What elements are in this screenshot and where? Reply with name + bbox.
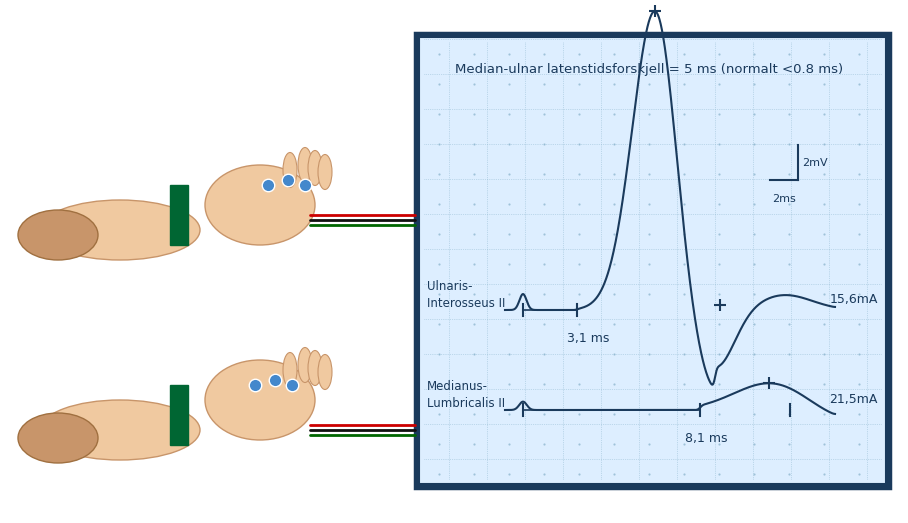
Ellipse shape	[205, 165, 315, 245]
FancyBboxPatch shape	[415, 33, 890, 488]
Ellipse shape	[283, 153, 297, 188]
Ellipse shape	[18, 413, 98, 463]
Bar	[170, 385, 188, 445]
Ellipse shape	[205, 360, 315, 440]
Ellipse shape	[40, 200, 200, 260]
Text: 2mV: 2mV	[802, 157, 827, 167]
Ellipse shape	[40, 400, 200, 460]
Text: 2ms: 2ms	[772, 194, 796, 204]
Text: Medianus-
Lumbricalis II: Medianus- Lumbricalis II	[427, 380, 505, 410]
Ellipse shape	[283, 353, 297, 388]
Text: Median-ulnar latenstidsforskjell = 5 ms (normalt <0.8 ms): Median-ulnar latenstidsforskjell = 5 ms …	[455, 63, 844, 76]
Ellipse shape	[18, 210, 98, 260]
Ellipse shape	[318, 355, 332, 390]
Ellipse shape	[298, 347, 312, 382]
Ellipse shape	[298, 147, 312, 183]
Text: Ulnaris-
Interosseus II: Ulnaris- Interosseus II	[427, 280, 506, 310]
Ellipse shape	[308, 151, 322, 186]
Bar	[170, 185, 188, 245]
Text: 15,6mA: 15,6mA	[830, 293, 878, 306]
Text: 3,1 ms: 3,1 ms	[567, 332, 609, 345]
FancyBboxPatch shape	[419, 37, 886, 484]
Text: 8,1 ms: 8,1 ms	[685, 432, 727, 445]
Text: 21,5mA: 21,5mA	[830, 393, 878, 406]
Ellipse shape	[308, 350, 322, 385]
Ellipse shape	[318, 154, 332, 189]
